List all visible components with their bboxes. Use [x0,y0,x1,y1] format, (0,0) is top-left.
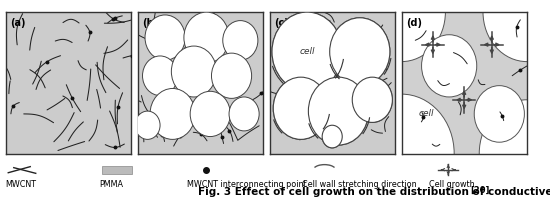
Text: MWCNT: MWCNT [6,180,36,189]
Circle shape [421,35,477,97]
Circle shape [212,53,251,98]
Circle shape [322,125,342,148]
Text: Cell growth: Cell growth [429,180,475,189]
Circle shape [329,18,390,86]
Text: MWCNT interconnecting point: MWCNT interconnecting point [187,180,307,189]
Circle shape [479,100,550,202]
Circle shape [223,21,258,60]
Text: Fig. 3 Effect of cell growth on the distribution of conductive filler: Fig. 3 Effect of cell growth on the dist… [198,187,550,197]
Circle shape [190,91,230,137]
Circle shape [272,12,342,91]
Text: (b): (b) [142,18,158,28]
Circle shape [272,12,342,91]
Circle shape [145,15,185,60]
Circle shape [273,77,328,139]
Circle shape [322,125,342,148]
Bar [102,166,132,174]
Circle shape [352,77,392,122]
Circle shape [135,111,160,139]
Circle shape [483,0,550,62]
Text: (c): (c) [274,18,289,28]
Text: (d): (d) [406,18,422,28]
Circle shape [309,77,368,145]
Circle shape [229,97,259,131]
Text: cell: cell [299,47,315,56]
Circle shape [184,12,229,63]
Text: PMMA: PMMA [99,180,123,189]
Circle shape [349,94,454,202]
Text: Cell wall stretching direction: Cell wall stretching direction [302,180,417,189]
Circle shape [142,56,178,96]
Circle shape [352,77,392,122]
Circle shape [309,77,368,145]
Circle shape [329,18,390,86]
Circle shape [150,88,195,139]
Circle shape [273,77,328,139]
Circle shape [474,86,524,142]
Circle shape [172,46,217,97]
Text: [20]: [20] [470,186,490,195]
Text: (a): (a) [10,18,26,28]
Text: cell: cell [419,109,435,118]
Circle shape [358,0,446,62]
